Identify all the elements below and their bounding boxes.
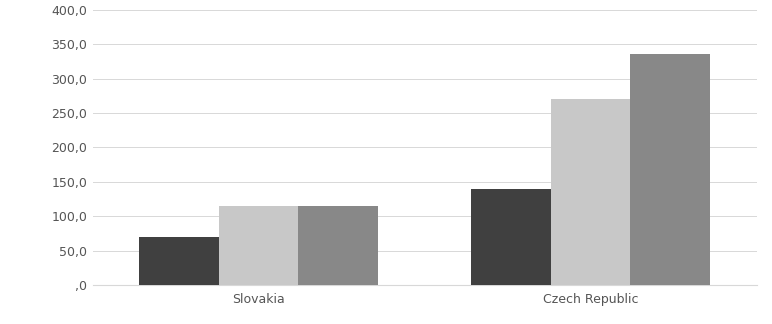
Bar	[299, 206, 378, 285]
Bar	[139, 237, 218, 285]
Bar	[550, 99, 631, 285]
Bar	[631, 54, 710, 285]
Bar	[471, 189, 550, 285]
Bar	[218, 206, 299, 285]
